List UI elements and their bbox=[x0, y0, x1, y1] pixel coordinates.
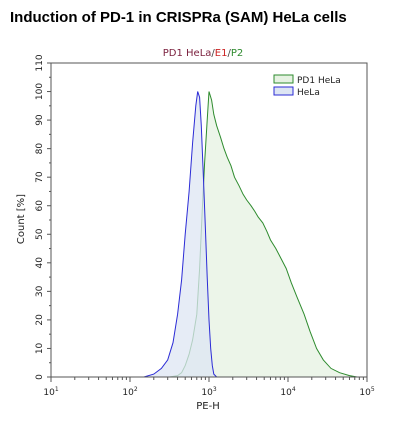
x-tick-base: 10 bbox=[280, 388, 292, 398]
x-axis-label: PE-H bbox=[196, 401, 219, 412]
subtitle-part: P2 bbox=[231, 48, 243, 59]
y-axis-label: Count [%] bbox=[16, 194, 27, 244]
y-axis: 0 10 20 30 40 50 60 70 80 90 100 110 bbox=[35, 54, 51, 380]
subtitle-part: / bbox=[211, 48, 215, 59]
y-tick-label: 110 bbox=[35, 54, 45, 71]
subtitle-part: / bbox=[227, 48, 231, 59]
y-tick-label: 40 bbox=[35, 257, 45, 269]
x-tick-label: 105 bbox=[359, 386, 374, 398]
y-tick-label: 20 bbox=[35, 314, 45, 326]
legend-swatch bbox=[273, 74, 294, 84]
subtitle-part: E1 bbox=[215, 48, 228, 59]
legend-label: HeLa bbox=[297, 88, 320, 98]
x-tick-exponent: 2 bbox=[134, 386, 138, 393]
x-tick-base: 10 bbox=[359, 388, 371, 398]
x-axis: 101 102 103 104 105 bbox=[43, 377, 375, 398]
y-tick-label: 60 bbox=[35, 200, 45, 212]
legend-label: PD1 HeLa bbox=[297, 76, 341, 86]
chart-subtitle: PD1 HeLa/E1/P2 bbox=[163, 48, 244, 59]
x-tick-exponent: 1 bbox=[55, 386, 59, 393]
series-area-0 bbox=[169, 91, 358, 377]
x-tick-exponent: 3 bbox=[213, 386, 217, 393]
series-line-1 bbox=[143, 91, 218, 378]
x-tick-base: 10 bbox=[122, 388, 134, 398]
series-area-1 bbox=[143, 91, 217, 377]
x-tick-base: 10 bbox=[201, 388, 213, 398]
subtitle-part: PD1 HeLa bbox=[163, 48, 212, 59]
chart-legend: PD1 HeLa HeLa bbox=[273, 74, 341, 98]
legend-swatch bbox=[273, 86, 294, 96]
x-tick-label: 104 bbox=[280, 386, 295, 398]
x-tick-base: 10 bbox=[43, 388, 55, 398]
page-title: Induction of PD-1 in CRISPRa (SAM) HeLa … bbox=[10, 9, 347, 26]
x-tick-exponent: 4 bbox=[292, 386, 296, 393]
y-tick-label: 90 bbox=[35, 114, 45, 126]
y-tick-label: 10 bbox=[35, 342, 45, 354]
y-tick-label: 100 bbox=[35, 83, 45, 100]
y-tick-label: 50 bbox=[35, 228, 45, 240]
y-tick-label: 80 bbox=[35, 143, 45, 155]
y-tick-label: 70 bbox=[35, 171, 45, 183]
x-tick-label: 102 bbox=[122, 386, 137, 398]
y-tick-label: 0 bbox=[35, 374, 45, 380]
x-tick-label: 103 bbox=[201, 386, 216, 398]
x-tick-exponent: 5 bbox=[371, 386, 375, 393]
series-layer bbox=[143, 91, 358, 378]
y-tick-label: 30 bbox=[35, 285, 45, 297]
x-tick-label: 101 bbox=[43, 386, 58, 398]
